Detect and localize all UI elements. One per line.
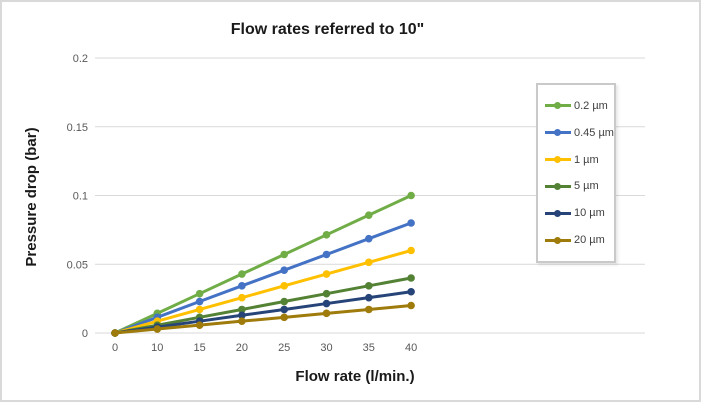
data-point-marker xyxy=(407,246,415,255)
data-point-marker xyxy=(238,317,246,325)
data-point-marker xyxy=(153,325,162,333)
legend-item: 10 µm xyxy=(545,207,614,219)
series-line xyxy=(113,290,413,335)
legend-series-marker-icon xyxy=(545,101,571,110)
x-tick-label: 15 xyxy=(193,342,205,354)
y-tick-label: 0.15 xyxy=(67,122,88,134)
legend-item: 1 µm xyxy=(545,154,614,166)
legend-item: 5 µm xyxy=(545,180,614,192)
data-point-marker xyxy=(407,287,415,296)
series-line xyxy=(113,304,413,335)
legend-label: 1 µm xyxy=(574,153,599,166)
legend-label: 5 µm xyxy=(574,180,599,193)
chart-title: Flow rates referred to 10" xyxy=(230,21,425,38)
data-point-marker xyxy=(407,219,415,227)
x-axis-title: Flow rate (l/min.) xyxy=(295,368,415,385)
series-line xyxy=(113,194,413,335)
y-tick-label: 0.2 xyxy=(73,53,88,65)
data-point-marker xyxy=(238,270,246,278)
data-point-marker xyxy=(365,305,373,314)
data-point-marker xyxy=(238,311,246,320)
data-point-marker xyxy=(322,270,331,278)
data-point-marker xyxy=(322,231,331,239)
data-point-marker xyxy=(238,282,246,290)
data-point-marker xyxy=(365,258,373,267)
y-tick-label: 0.1 xyxy=(73,191,88,203)
x-tick-label: 0 xyxy=(112,342,118,354)
data-point-marker xyxy=(280,282,289,290)
legend-series-marker-icon xyxy=(545,155,571,164)
y-axis-title: Pressure drop (bar) xyxy=(23,127,40,267)
data-point-marker xyxy=(238,305,246,314)
data-point-marker xyxy=(195,297,204,306)
series-line xyxy=(113,276,413,335)
data-point-marker xyxy=(322,289,331,298)
series-line xyxy=(113,221,413,335)
legend-series-marker-icon xyxy=(545,236,571,245)
legend-series-marker-icon xyxy=(545,128,571,137)
legend: 0.2 µm 0.45 µm 1 µm 5 µm 10 µm 20 µm xyxy=(536,83,616,263)
data-point-marker xyxy=(322,309,331,318)
legend-label: 10 µm xyxy=(574,207,605,220)
data-point-marker xyxy=(238,293,246,302)
data-point-marker xyxy=(365,282,373,290)
data-point-marker xyxy=(280,297,289,306)
data-point-marker xyxy=(365,211,373,219)
x-tick-label: 30 xyxy=(320,342,332,354)
data-point-marker xyxy=(407,274,415,282)
y-tick-label: 0.05 xyxy=(67,259,88,271)
x-tick-label: 20 xyxy=(236,342,248,354)
legend-item: 0.2 µm xyxy=(545,100,614,112)
data-point-marker xyxy=(195,321,204,329)
data-point-marker xyxy=(365,293,373,302)
legend-series-marker-icon xyxy=(545,209,571,218)
series-line xyxy=(113,249,413,335)
y-tick-label: 0 xyxy=(82,328,88,340)
data-point-marker xyxy=(195,289,204,298)
data-point-marker xyxy=(280,266,289,274)
data-point-marker xyxy=(322,250,331,259)
data-point-marker xyxy=(407,191,415,200)
data-point-marker xyxy=(195,305,204,314)
x-tick-label: 35 xyxy=(363,342,375,354)
legend-series-marker-icon xyxy=(545,182,571,191)
x-tick-label: 25 xyxy=(278,342,290,354)
data-point-marker xyxy=(365,234,373,243)
legend-item: 0.45 µm xyxy=(545,127,614,139)
x-tick-label: 10 xyxy=(151,342,163,354)
legend-label: 0.2 µm xyxy=(574,99,608,112)
data-point-marker xyxy=(280,250,289,259)
data-point-marker xyxy=(280,313,289,322)
data-point-marker xyxy=(407,301,415,310)
data-point-marker xyxy=(280,305,289,314)
data-point-marker xyxy=(322,299,331,308)
legend-label: 0.45 µm xyxy=(574,126,614,139)
x-tick-label: 40 xyxy=(405,342,417,354)
legend-item: 20 µm xyxy=(545,234,614,246)
data-point-marker xyxy=(111,329,119,337)
legend-label: 20 µm xyxy=(574,234,605,247)
